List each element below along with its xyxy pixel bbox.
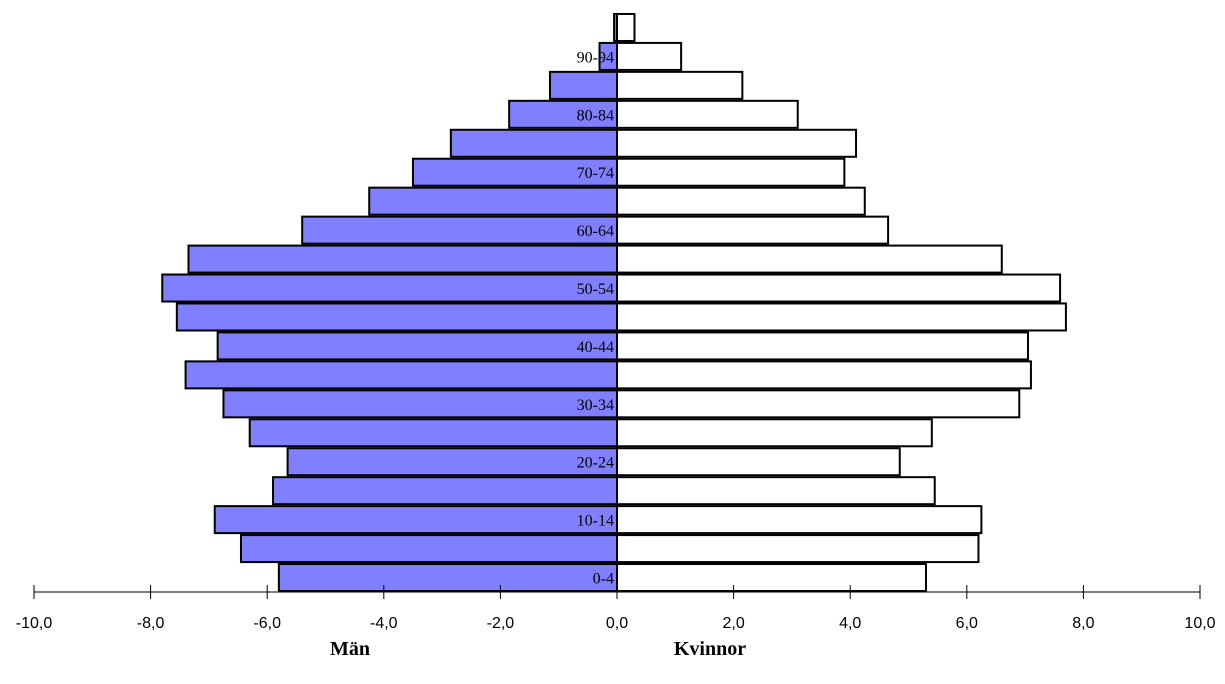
bar-men-55-59 (187, 244, 618, 274)
bar-women-0-4 (616, 563, 927, 593)
x-tick-label: 2,0 (722, 615, 744, 632)
age-label: 0-4 (593, 571, 614, 588)
bar-women-85-89 (616, 70, 744, 100)
x-tick-label: -4,0 (370, 615, 398, 632)
age-label: 10-14 (577, 513, 614, 530)
x-tick-label: 10,0 (1184, 615, 1215, 632)
x-axis: -10,0 -8,0 -6,0 -4,0 -2,0 0,0 2,0 4,0 6,0 8,0 10,0 (16, 13, 1216, 632)
bar-men-10-14 (213, 505, 618, 535)
age-label: 80-84 (577, 107, 614, 124)
bar-men-45-49 (175, 302, 618, 332)
age-label: 20-24 (577, 455, 614, 472)
series-women-bars (616, 12, 1067, 593)
age-label: 60-64 (577, 223, 614, 240)
x-tick-label: -6,0 (253, 615, 281, 632)
bar-men-30-34 (222, 389, 618, 419)
age-label: 70-74 (577, 165, 614, 182)
bar-men-85-89 (548, 70, 619, 100)
bar-women-70-74 (616, 157, 846, 187)
bar-men-20-24 (286, 447, 618, 477)
age-label: 90-94 (577, 49, 614, 66)
bar-women-10-14 (616, 505, 983, 535)
bar-women-30-34 (616, 389, 1021, 419)
x-tick-label: -2,0 (487, 615, 515, 632)
bar-women-5-9 (616, 534, 980, 564)
age-label: 40-44 (577, 339, 614, 356)
x-tick-label: -8,0 (137, 615, 165, 632)
bar-men-15-19 (272, 476, 618, 506)
bar-women-40-44 (616, 331, 1030, 361)
bar-men-50-54 (161, 273, 618, 303)
bar-men-40-44 (216, 331, 618, 361)
bar-men-75-79 (449, 128, 618, 158)
bar-men-65-69 (368, 186, 618, 216)
x-tick-label: -10,0 (16, 615, 53, 632)
legend-men-label: Män (330, 638, 370, 660)
age-label: 50-54 (577, 281, 614, 298)
bar-men-0-4 (277, 563, 618, 593)
bar-women-65-69 (616, 186, 866, 216)
bar-men-25-29 (248, 418, 619, 448)
bar-men-80-84 (508, 99, 618, 129)
bar-women-25-29 (616, 418, 933, 448)
bar-women-50-54 (616, 273, 1062, 303)
bar-men-60-64 (301, 215, 618, 245)
x-tick-label: 4,0 (839, 615, 861, 632)
bar-women-45-49 (616, 302, 1067, 332)
bar-men-5-9 (239, 534, 618, 564)
bar-women-15-19 (616, 476, 936, 506)
bar-women-55-59 (616, 244, 1003, 274)
age-group-labels: 0-4 10-14 20-24 30-34 40-44 50-54 60-64 70-74 80… (577, 49, 614, 587)
bar-women-60-64 (616, 215, 890, 245)
age-label: 30-34 (577, 397, 614, 414)
bar-women-20-24 (616, 447, 901, 477)
bar-women-90-94 (616, 41, 683, 71)
legend-women-label: Kvinnor (674, 638, 746, 660)
bar-women-75-79 (616, 128, 858, 158)
x-tick-label: 0,0 (606, 615, 628, 632)
x-tick-label: 6,0 (956, 615, 978, 632)
bar-women-95+ (616, 12, 636, 42)
bar-men-70-74 (411, 157, 619, 187)
x-tick-label: 8,0 (1072, 615, 1094, 632)
bar-women-35-39 (616, 360, 1032, 390)
bar-men-35-39 (184, 360, 619, 390)
bar-women-80-84 (616, 99, 799, 129)
series-men-bars (161, 12, 619, 593)
